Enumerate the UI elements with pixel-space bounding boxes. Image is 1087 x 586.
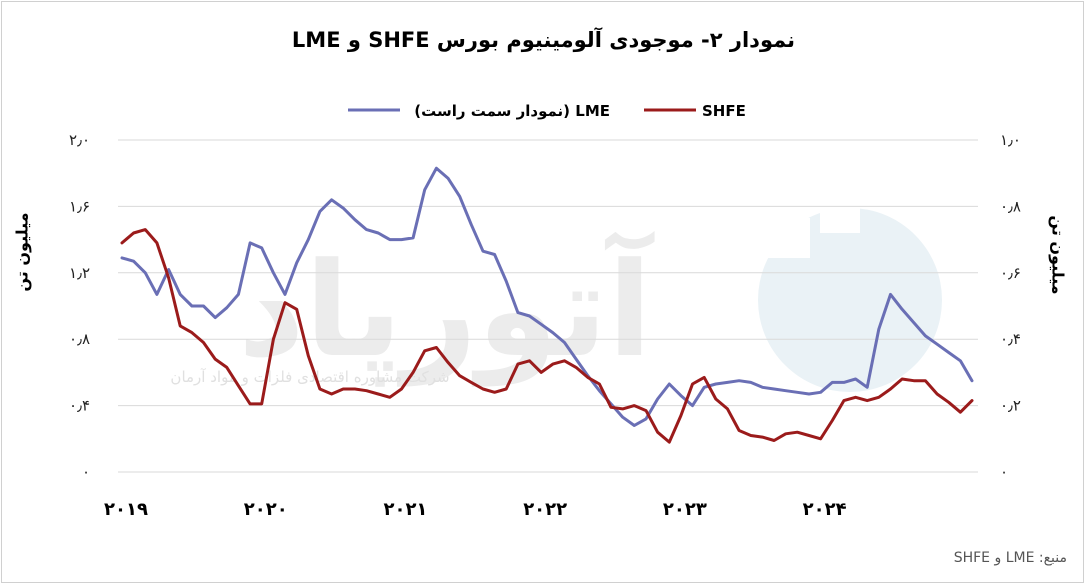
x-tick-label: ۲۰۲۰ — [244, 499, 288, 520]
right-axis-title: میلیون تن — [1048, 215, 1068, 295]
legend-label-shfe: SHFE — [702, 102, 746, 120]
legend-label-lme: LME (نمودار سمت راست) — [414, 102, 610, 120]
series-line-lme — [120, 166, 974, 427]
left-axis-title: میلیون تن — [12, 212, 32, 292]
gridlines — [118, 139, 978, 473]
x-tick-label: ۲۰۲۳ — [663, 499, 707, 520]
x-tick-label: ۲۰۲۲ — [523, 499, 567, 520]
source-note: منبع: LME و SHFE — [953, 550, 1067, 566]
x-tick-label: ۲۰۲۴ — [803, 499, 847, 520]
x-axis-ticks: ۲۰۱۹ ۲۰۲۰ ۲۰۲۱ ۲۰۲۲ ۲۰۲۳ ۲۰۲۴ — [104, 499, 847, 520]
watermark-tagline: شرکت مشاوره اقتصادی فلزات و مواد آرمان — [170, 368, 449, 386]
right-tick-label: ۰٫۴ — [1000, 330, 1021, 348]
left-tick-label: ۲٫۰ — [69, 131, 90, 149]
left-tick-label: ۰٫۴ — [69, 397, 90, 415]
left-tick-label: ۰ — [82, 463, 90, 481]
right-tick-label: ۰٫۲ — [1000, 397, 1021, 415]
right-tick-label: ۰٫۶ — [1000, 264, 1021, 282]
right-tick-label: ۱٫۰ — [1000, 131, 1021, 149]
left-tick-label: ۱٫۶ — [69, 197, 90, 215]
left-axis-ticks: ۰ ۰٫۴ ۰٫۸ ۱٫۲ ۱٫۶ ۲٫۰ — [69, 131, 90, 481]
chart-title: نمودار ۲- موجودی آلومینیوم بورس SHFE و L… — [291, 28, 796, 52]
x-tick-label: ۲۰۱۹ — [104, 499, 148, 520]
x-tick-label: ۲۰۲۱ — [383, 499, 427, 520]
legend: SHFE LME (نمودار سمت راست) — [348, 102, 746, 120]
left-tick-label: ۱٫۲ — [69, 264, 90, 282]
left-tick-label: ۰٫۸ — [69, 330, 90, 348]
right-axis-ticks: ۰ ۰٫۲ ۰٫۴ ۰٫۶ ۰٫۸ ۱٫۰ — [1000, 131, 1021, 481]
series-line-shfe — [120, 228, 974, 444]
right-tick-label: ۰ — [1000, 463, 1008, 481]
series-layer — [120, 166, 974, 444]
right-tick-label: ۰٫۸ — [1000, 197, 1021, 215]
